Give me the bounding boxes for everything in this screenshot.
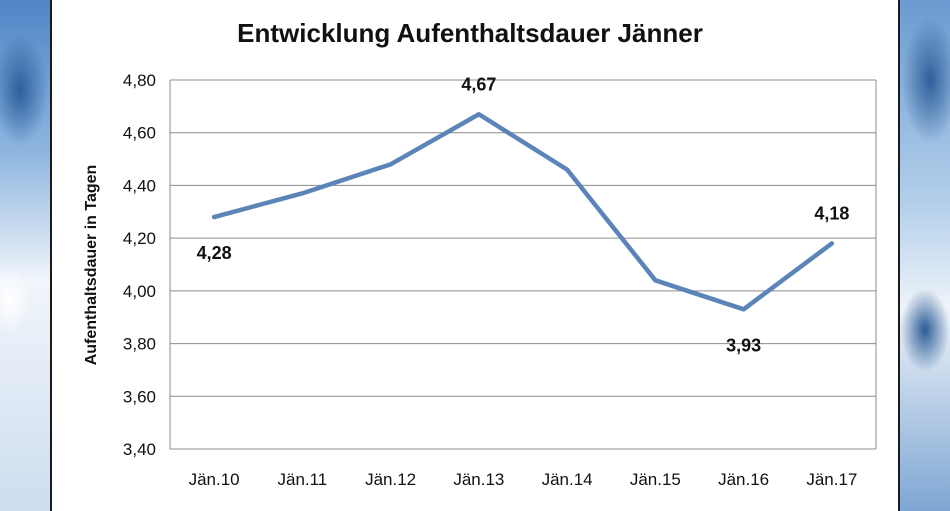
x-tick-label: Jän.17 <box>806 470 857 489</box>
series-lines <box>211 112 835 312</box>
data-point <box>388 162 393 167</box>
x-tick-label: Jän.12 <box>365 470 416 489</box>
data-point <box>741 307 746 312</box>
y-tick-label: 3,80 <box>123 335 156 354</box>
axes: 3,40 3,60 3,80 4,00 4,20 4,40 4,60 4,80 Jän.10 Jä… <box>123 71 877 489</box>
x-tick-label: Jän.14 <box>542 470 593 489</box>
x-tick-label: Jän.11 <box>277 470 327 489</box>
x-tick-label: Jän.15 <box>630 470 681 489</box>
data-label: 4,67 <box>461 74 496 94</box>
background-photo-left <box>0 0 50 511</box>
chart-panel <box>50 0 900 511</box>
data-label: 4,18 <box>814 203 849 223</box>
y-tick-label: 4,60 <box>123 124 156 143</box>
y-axis-label: Aufenthaltsdauer in Tagen <box>83 165 100 366</box>
y-tick-label: 3,40 <box>123 440 156 459</box>
x-tick-label: Jän.16 <box>718 470 769 489</box>
y-tick-label: 4,20 <box>123 229 156 248</box>
series-line <box>211 112 835 312</box>
data-label: 4,28 <box>197 243 232 263</box>
data-point <box>829 241 834 246</box>
data-point <box>212 215 217 220</box>
y-tick-label: 4,00 <box>123 282 156 301</box>
gridlines <box>170 79 876 450</box>
y-tick-label: 4,40 <box>123 176 156 195</box>
x-tick-label: Jän.13 <box>453 470 504 489</box>
x-tick-label: Jän.10 <box>189 470 240 489</box>
data-point <box>653 278 658 283</box>
chart-title: Entwicklung Aufenthaltsdauer Jänner <box>237 18 703 48</box>
y-tick-label: 4,80 <box>123 71 156 90</box>
data-point <box>300 191 305 196</box>
data-point <box>476 112 481 117</box>
y-tick-label: 3,60 <box>123 387 156 406</box>
data-point <box>565 167 570 172</box>
data-label: 3,93 <box>726 335 761 355</box>
background-photo-right <box>900 0 950 511</box>
data-labels: 4,28 4,67 3,93 4,18 <box>197 74 850 355</box>
